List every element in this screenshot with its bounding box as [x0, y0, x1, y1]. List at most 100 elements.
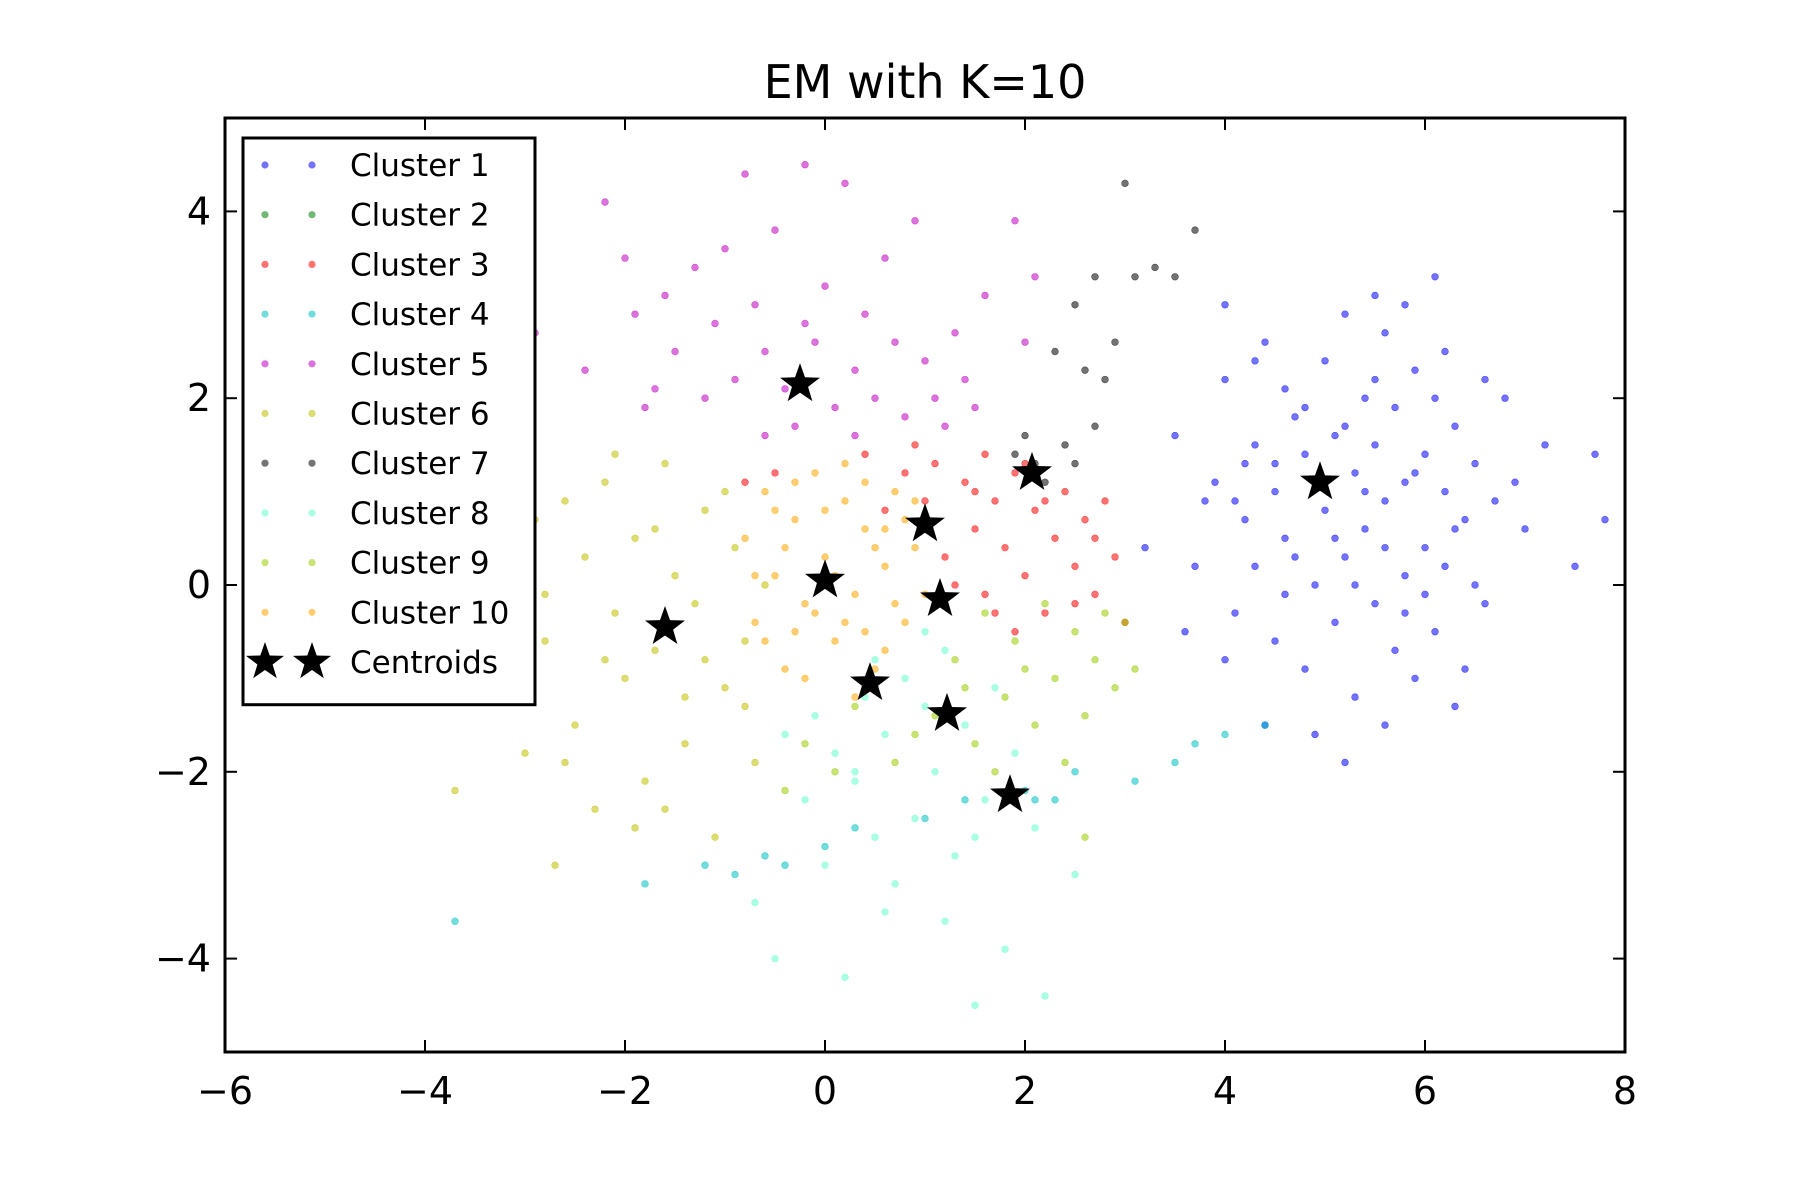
cluster-6-point: [701, 656, 709, 664]
cluster-5-point: [641, 403, 649, 412]
cluster-1-point: [1221, 656, 1229, 664]
cluster-1-point: [1171, 431, 1179, 440]
cluster-9-point: [1011, 637, 1019, 645]
centroid-star-marker: [805, 559, 845, 598]
cluster-1-point: [1251, 562, 1259, 571]
cluster-1-point: [1481, 375, 1489, 384]
cluster-9-point: [951, 656, 959, 664]
legend-label: Cluster 10: [350, 595, 509, 631]
centroid-star-marker: [780, 363, 820, 402]
cluster-5-point: [891, 338, 899, 346]
legend-label: Cluster 9: [350, 546, 490, 582]
cluster-5-point: [801, 161, 809, 169]
cluster-6-point: [681, 693, 689, 701]
cluster-10-point: [881, 646, 889, 655]
cluster-10-point: [851, 590, 859, 599]
cluster-5-point: [831, 403, 839, 412]
cluster-3-point: [771, 469, 779, 477]
cluster-7-point: [1121, 179, 1129, 188]
legend-label: Cluster 8: [350, 496, 490, 532]
cluster-1-point: [1241, 515, 1249, 524]
cluster-5-point: [651, 385, 659, 393]
cluster-9-point: [851, 702, 859, 711]
cluster-8-point: [981, 796, 989, 804]
cluster-3-point: [1001, 543, 1009, 552]
cluster-10-point: [841, 618, 849, 627]
cluster-1-point: [1271, 459, 1279, 468]
cluster-10-point: [911, 497, 919, 505]
cluster-5-point: [761, 431, 769, 440]
cluster-10-point: [891, 487, 899, 496]
cluster-4-point: [761, 852, 769, 860]
cluster-10-point: [821, 506, 829, 514]
cluster-8-point: [851, 777, 859, 785]
cluster-8-point: [871, 656, 879, 664]
legend-label: Centroids: [350, 645, 498, 681]
cluster-1-point: [1321, 506, 1329, 514]
cluster-3-point: [1091, 534, 1099, 542]
cluster-1-point: [1471, 459, 1479, 468]
y-tick-label: 4: [187, 189, 211, 233]
cluster-6-point: [691, 599, 699, 608]
cluster-5-point: [941, 422, 949, 430]
cluster-1-point: [1221, 301, 1229, 309]
cluster-5-point: [751, 301, 759, 309]
cluster-5-point: [821, 282, 829, 290]
cluster-8-point: [831, 749, 839, 757]
cluster-1-point: [1341, 758, 1349, 767]
cluster-6-point: [721, 684, 729, 692]
cluster-9-point: [991, 768, 999, 776]
cluster-1-point: [1401, 478, 1409, 486]
cluster-3-point: [1031, 506, 1039, 514]
cluster-3-point: [991, 609, 999, 617]
cluster-6-point: [631, 534, 639, 542]
x-tick-label: −4: [397, 1069, 453, 1113]
cluster-3-point: [1091, 590, 1099, 599]
cluster-8-point: [841, 973, 849, 981]
points-layer: [451, 161, 1609, 1009]
cluster-10-point: [771, 571, 779, 580]
cluster-8-point: [881, 908, 889, 916]
legend-marker: [261, 310, 269, 318]
cluster-9-point: [981, 609, 989, 617]
cluster-1-point: [1261, 338, 1269, 346]
cluster-1-point: [1461, 665, 1469, 673]
cluster-3-point: [941, 553, 949, 561]
cluster-1-point: [1441, 347, 1449, 356]
cluster-10-point: [901, 515, 909, 524]
cluster-1-point: [1361, 525, 1369, 533]
cluster-5-point: [811, 338, 819, 346]
cluster-5-point: [851, 366, 859, 374]
cluster-1-point: [1371, 599, 1379, 608]
cluster-7-point: [1071, 301, 1079, 309]
legend-label: Cluster 3: [350, 247, 490, 283]
cluster-3-point: [1041, 609, 1049, 617]
cluster-3-point: [1021, 571, 1029, 580]
cluster-9-point: [831, 768, 839, 776]
cluster-1-point: [1501, 394, 1509, 402]
cluster-1-point: [1351, 469, 1359, 477]
cluster-7-point: [1051, 347, 1059, 356]
cluster-8-point: [901, 674, 909, 683]
x-tick-label: 8: [1613, 1069, 1637, 1113]
cluster-9-point: [911, 730, 919, 739]
cluster-8-point: [891, 880, 899, 888]
cluster-1-point: [1371, 441, 1379, 449]
cluster-1-point: [1181, 627, 1189, 636]
cluster-5-point: [971, 403, 979, 412]
cluster-6-point: [631, 824, 639, 832]
cluster-5-point: [1021, 338, 1029, 346]
legend-marker: [261, 360, 269, 368]
cluster-10-point: [781, 543, 789, 552]
cluster-8-point: [941, 646, 949, 655]
cluster-4-point: [961, 796, 969, 804]
cluster-3-point: [961, 478, 969, 486]
cluster-3-point: [971, 487, 979, 496]
centroid-star-marker: [850, 662, 890, 701]
cluster-8-point: [781, 730, 789, 739]
legend-marker: [261, 509, 269, 517]
cluster-1-point: [1491, 497, 1499, 505]
cluster-1-point: [1331, 431, 1339, 440]
cluster-10-point: [771, 506, 779, 514]
